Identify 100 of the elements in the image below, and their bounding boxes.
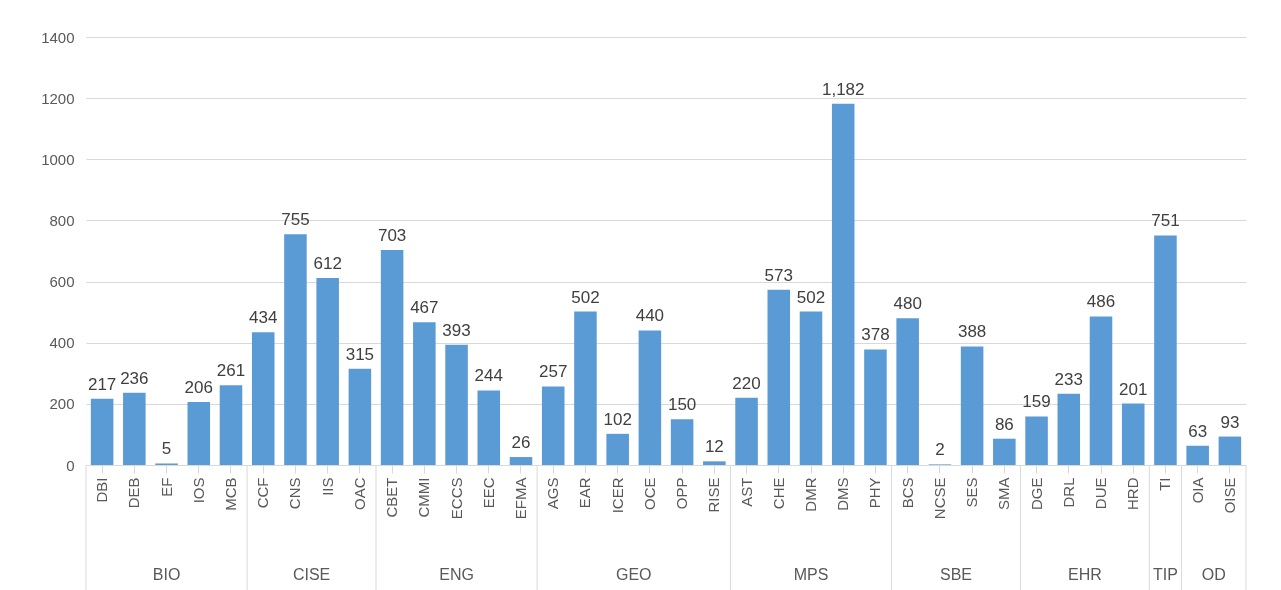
x-tick-label: PHY [866, 477, 884, 509]
data-label: 703 [377, 226, 407, 246]
bar [541, 386, 565, 465]
bar [251, 332, 275, 465]
x-tick-label: DMS [834, 477, 852, 511]
bar [864, 349, 887, 465]
x-tick-label: CNS [286, 477, 304, 510]
data-label: 440 [635, 306, 665, 326]
bar [219, 385, 243, 465]
data-label: 5 [161, 439, 172, 459]
bar [380, 250, 404, 465]
bar [1154, 235, 1177, 465]
y-tick-label: 1000 [41, 150, 75, 168]
text: BIO [152, 566, 181, 583]
bar [960, 346, 984, 465]
x-tick-label: ICER [608, 477, 626, 514]
x-tick-label: EF [157, 477, 175, 497]
x-tick-label: IOS [189, 477, 207, 504]
data-label: 201 [1119, 379, 1148, 399]
x-tick-label: NCSE [930, 477, 948, 520]
bar [703, 461, 726, 465]
data-label: 1,182 [821, 79, 865, 99]
x-tick-label: SES [963, 477, 981, 508]
y-tick-label: 1200 [41, 89, 75, 107]
bar [638, 330, 662, 465]
x-tick-label: DBI [93, 477, 111, 503]
data-label: 261 [216, 361, 246, 381]
data-label: 159 [1022, 392, 1051, 412]
x-tick-label: EFMA [512, 477, 529, 520]
data-label: 102 [603, 409, 632, 429]
x-tick-label: SMA [995, 477, 1013, 511]
bar [1089, 316, 1113, 465]
x-tick-label: ECCS [447, 477, 465, 520]
x-tick-label: MCB [222, 477, 239, 511]
x-tick-label: HRD [1124, 477, 1142, 510]
data-label: 480 [893, 294, 922, 314]
y-tick-label: 600 [49, 273, 75, 291]
bar [1025, 416, 1048, 465]
y-tick-label: 200 [49, 395, 75, 413]
data-label: 2 [935, 440, 945, 460]
bar [574, 311, 597, 465]
x-tick-label: DUE [1092, 477, 1109, 510]
bar [90, 398, 114, 465]
x-tick-label: DMR [802, 477, 819, 512]
y-tick-label: 0 [66, 456, 75, 474]
bar [1186, 445, 1209, 465]
y-tick-label: 800 [49, 211, 75, 229]
x-tick-label: OCE [640, 477, 658, 511]
data-label: 755 [281, 210, 310, 230]
data-label: 502 [571, 287, 600, 307]
x-tick-label: CHE [769, 477, 787, 510]
x-tick-label: EAR [576, 477, 594, 509]
text: CISE [292, 566, 331, 583]
text: TIP [1153, 566, 1178, 583]
x-tick-label: CBET [383, 477, 401, 518]
bar [348, 368, 372, 465]
bar [123, 392, 146, 465]
text: MPS [793, 566, 829, 583]
data-label: 150 [667, 395, 697, 415]
x-tick-label: DEB [125, 477, 143, 509]
x-tick-label: DGE [1027, 477, 1045, 511]
x-tick-label: BCS [898, 477, 916, 509]
bar [767, 289, 791, 465]
bar [993, 438, 1016, 465]
data-label: 217 [87, 374, 117, 394]
x-tick-label: EEC [479, 477, 497, 509]
data-label: 573 [764, 265, 793, 285]
bar [187, 402, 211, 465]
bar [1218, 436, 1242, 465]
bar [284, 234, 307, 465]
data-label: 12 [704, 437, 724, 457]
bar [413, 322, 436, 465]
x-tick-label: DRL [1059, 477, 1077, 508]
text: GEO [616, 566, 652, 583]
bar [445, 344, 468, 465]
data-label: 388 [957, 322, 987, 342]
bar [831, 103, 855, 465]
bar [735, 397, 758, 465]
text: OD [1201, 566, 1226, 583]
text: EHR [1068, 566, 1102, 583]
data-label: 393 [442, 320, 471, 340]
text: SBE [939, 566, 973, 583]
x-tick-label: IIS [318, 477, 336, 496]
bar [799, 311, 823, 465]
y-tick-label: 1400 [41, 28, 75, 46]
data-label: 502 [796, 287, 826, 307]
bar [606, 433, 629, 465]
x-tick-label: OISE [1220, 477, 1238, 514]
x-tick-label: RISE [705, 477, 723, 513]
x-tick-label: CCF [254, 477, 272, 509]
bar [316, 277, 339, 465]
bar [477, 390, 501, 465]
data-label: 751 [1151, 211, 1180, 231]
data-label: 206 [184, 378, 213, 398]
x-tick-label: OPP [673, 477, 691, 510]
data-label: 236 [120, 368, 149, 388]
text: ENG [439, 566, 474, 583]
data-label: 612 [313, 253, 342, 273]
data-label: 257 [539, 362, 568, 382]
x-tick-label: AGS [544, 477, 562, 510]
